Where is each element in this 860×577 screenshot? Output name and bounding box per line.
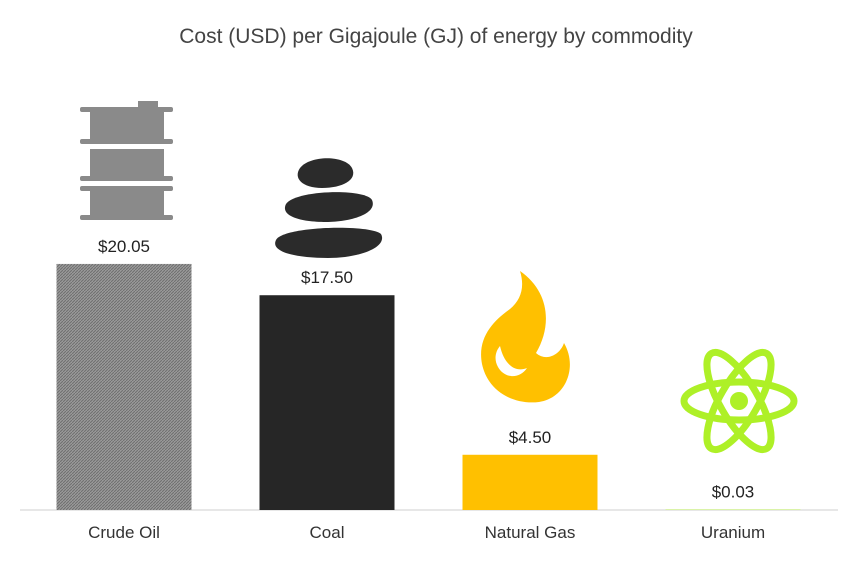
bar-coal	[259, 295, 395, 510]
category-label: Natural Gas	[485, 523, 576, 542]
coal-stones-icon	[275, 158, 383, 258]
flame-icon	[481, 271, 570, 403]
bar-crude-oil	[56, 263, 192, 510]
category-label: Uranium	[701, 523, 765, 542]
category-label: Crude Oil	[88, 523, 160, 542]
atom-icon	[680, 348, 798, 454]
bar-natural-gas	[462, 454, 598, 510]
data-label: $20.05	[98, 237, 150, 256]
bars-group	[56, 263, 801, 510]
data-label: $0.03	[712, 483, 755, 502]
data-label: $17.50	[301, 268, 353, 287]
category-labels-group: Crude Oil Coal Natural Gas Uranium	[88, 523, 765, 542]
data-label: $4.50	[509, 428, 552, 447]
chart-title: Cost (USD) per Gigajoule (GJ) of energy …	[179, 25, 693, 48]
oil-barrel-icon	[80, 101, 173, 220]
data-labels-group: $20.05 $17.50 $4.50 $0.03	[98, 237, 754, 502]
category-label: Coal	[310, 523, 345, 542]
